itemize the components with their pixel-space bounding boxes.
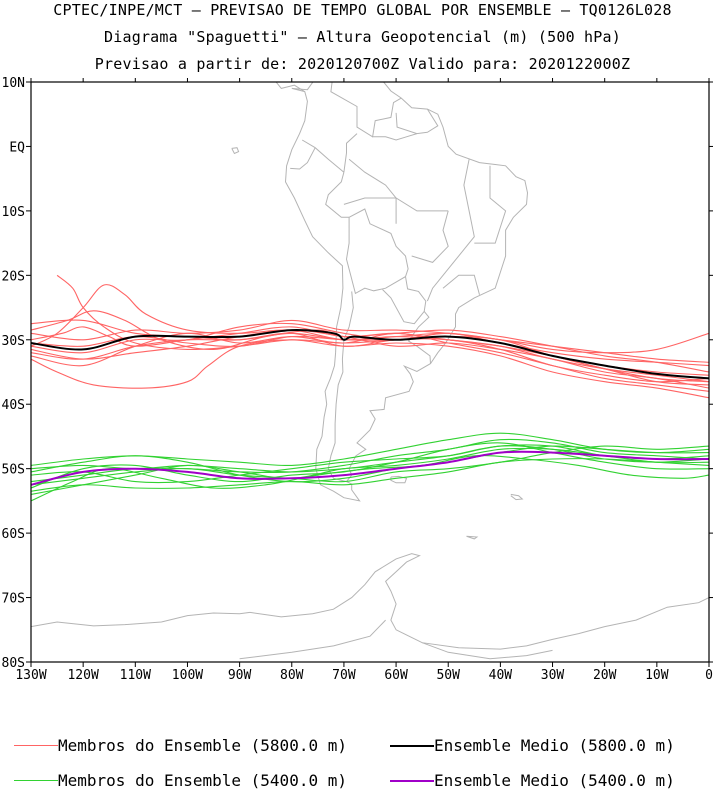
legend-swatch-mean-5400 xyxy=(390,780,434,782)
border-argentina-brazil-uruguay xyxy=(407,311,431,364)
state-lines-brazil-2 xyxy=(426,159,475,302)
border-colombia-brazil xyxy=(343,133,358,173)
coast-south-america xyxy=(284,82,529,502)
legend-label-members-5400: Membros do Ensemble (5400.0 m) xyxy=(58,771,347,790)
lon-label-0: 0 xyxy=(705,668,713,683)
south-georgia xyxy=(510,493,524,501)
falkland-islands xyxy=(390,475,408,484)
border-ecuador-peru xyxy=(290,147,316,170)
member-5800-line-12 xyxy=(31,332,709,383)
legend-swatch-members-5400 xyxy=(14,780,58,781)
mean-5400-line xyxy=(31,450,709,486)
antarctica-west xyxy=(31,611,251,628)
member-5800-line-8 xyxy=(31,326,709,376)
lon-label-80W: 80W xyxy=(280,668,304,683)
lon-label-50W: 50W xyxy=(436,668,460,683)
lon-label-40W: 40W xyxy=(489,668,513,683)
lon-label-100W: 100W xyxy=(172,668,203,683)
lon-label-20W: 20W xyxy=(593,668,617,683)
lat-label-10N: 10N xyxy=(2,76,25,91)
member-5400-line-2 xyxy=(31,445,709,483)
ensemble-members-layer xyxy=(31,274,709,502)
lat-label-40S: 40S xyxy=(2,398,25,413)
member-5400-line-6 xyxy=(31,455,709,502)
border-paraguay xyxy=(382,276,427,325)
state-lines-brazil-4 xyxy=(411,210,449,263)
lon-label-70W: 70W xyxy=(332,668,356,683)
lon-label-110W: 110W xyxy=(120,668,151,683)
mean-5800-line xyxy=(31,329,709,380)
member-5400-line-9 xyxy=(31,442,709,489)
title-line-2: Diagrama "Spaguetti" – Altura Geopotenci… xyxy=(104,28,621,46)
lat-label-30S: 30S xyxy=(2,334,25,349)
state-lines-brazil-6 xyxy=(348,158,397,224)
member-5800-line-5 xyxy=(31,339,709,399)
south-orkney xyxy=(466,535,479,540)
border-guianas xyxy=(395,108,439,135)
central-america xyxy=(260,82,306,93)
border-peru-brazil xyxy=(325,172,350,218)
lon-label-30W: 30W xyxy=(541,668,565,683)
state-lines-brazil-5 xyxy=(442,274,480,295)
ensemble-mean-layer xyxy=(31,329,709,486)
border-colombia-peru xyxy=(301,139,345,173)
border-venezuela xyxy=(330,82,402,138)
lat-label-10S: 10S xyxy=(2,205,25,220)
title-line-1: CPTEC/INPE/MCT – PREVISAO DE TEMPO GLOBA… xyxy=(53,1,672,19)
lat-label-EQ: EQ xyxy=(9,140,25,155)
lat-label-70S: 70S xyxy=(2,592,25,607)
legend-swatch-mean-5800 xyxy=(390,745,434,747)
border-bolivia xyxy=(345,208,409,295)
antarctic-peninsula xyxy=(249,553,709,650)
galapagos xyxy=(231,147,240,155)
lat-label-80S: 80S xyxy=(2,656,25,671)
lon-label-10W: 10W xyxy=(645,668,669,683)
member-5800-line-10 xyxy=(31,284,709,363)
lat-label-60S: 60S xyxy=(2,527,25,542)
lon-label-60W: 60W xyxy=(384,668,408,683)
member-5400-line-8 xyxy=(31,445,709,486)
legend-swatch-members-5800 xyxy=(14,745,58,746)
border-brazil-north xyxy=(372,133,418,141)
title-line-3: Previsao a partir de: 2020120700Z Valido… xyxy=(94,55,631,73)
lat-label-20S: 20S xyxy=(2,269,25,284)
ice-shelf-weddell xyxy=(422,642,553,660)
coastline-layer xyxy=(31,82,709,660)
legend-label-mean-5800: Ensemble Medio (5800.0 m) xyxy=(434,736,675,755)
lat-label-50S: 50S xyxy=(2,463,25,478)
border-chile-argentina xyxy=(327,291,354,483)
lon-label-130W: 130W xyxy=(15,668,46,683)
legend-label-mean-5400: Ensemble Medio (5400.0 m) xyxy=(434,771,675,790)
member-5400-line-5 xyxy=(31,432,709,467)
plot-frame xyxy=(30,81,710,663)
lon-label-120W: 120W xyxy=(67,668,98,683)
state-lines-brazil-3 xyxy=(474,165,507,244)
lon-label-90W: 90W xyxy=(228,668,252,683)
ice-shelf-ronne xyxy=(239,619,386,660)
member-5400-line-4 xyxy=(31,458,709,492)
legend-label-members-5800: Membros do Ensemble (5800.0 m) xyxy=(58,736,347,755)
